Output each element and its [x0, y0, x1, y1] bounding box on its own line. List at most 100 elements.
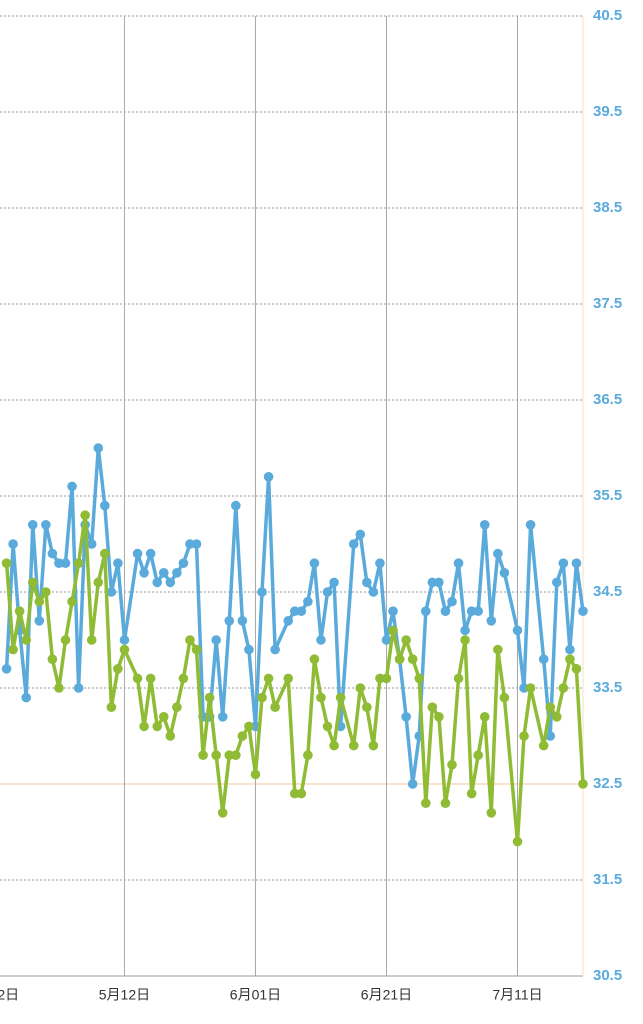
point: [479, 712, 490, 722]
point: [237, 731, 248, 741]
point: [551, 712, 562, 722]
point: [316, 635, 326, 645]
point: [303, 750, 313, 760]
point: [172, 702, 182, 712]
point: [106, 587, 117, 597]
y-tick-label: 36.5: [593, 391, 622, 408]
point: [21, 692, 32, 703]
point: [440, 606, 451, 616]
x-tick-label: 5月12日: [99, 987, 150, 1003]
point: [473, 606, 483, 616]
y-tick-label: 34.5: [593, 583, 622, 600]
point: [198, 750, 208, 760]
point: [420, 606, 431, 616]
y-tick-label: 33.5: [593, 679, 622, 696]
point: [191, 539, 202, 549]
point: [119, 644, 130, 655]
point: [139, 568, 149, 578]
point: [263, 673, 274, 684]
point: [132, 548, 143, 559]
point: [368, 740, 379, 751]
point: [434, 712, 444, 722]
point: [100, 500, 110, 511]
x-tick-label: 6月21日: [361, 987, 412, 1003]
point: [41, 520, 51, 530]
point: [551, 577, 562, 588]
point: [34, 616, 45, 626]
series-line: [4, 513, 585, 844]
point: [93, 443, 104, 453]
point: [493, 548, 503, 559]
point: [60, 635, 71, 645]
point: [381, 673, 392, 684]
point: [231, 750, 241, 760]
point: [86, 539, 97, 549]
point: [525, 520, 536, 530]
point: [407, 779, 418, 789]
point: [204, 692, 215, 703]
point: [362, 702, 372, 712]
point: [558, 558, 569, 568]
point: [479, 520, 490, 530]
point: [362, 577, 372, 588]
point: [244, 644, 254, 655]
point: [165, 577, 176, 588]
point: [86, 635, 97, 645]
point: [427, 702, 438, 712]
point: [309, 654, 320, 664]
x-tick-label: 6月01日: [230, 987, 281, 1003]
point: [145, 548, 156, 559]
point: [486, 808, 497, 818]
point: [211, 635, 221, 645]
point: [283, 673, 294, 684]
point: [113, 664, 123, 674]
point: [538, 740, 549, 751]
x-tick-label: 4月22日: [0, 987, 19, 1003]
point: [73, 683, 84, 693]
y-tick-label: 32.5: [593, 775, 622, 792]
point: [185, 635, 195, 645]
point: [499, 692, 510, 703]
point: [512, 625, 523, 636]
point: [401, 635, 411, 645]
point: [460, 625, 470, 636]
point: [512, 836, 523, 847]
point: [335, 692, 346, 703]
point: [460, 635, 470, 645]
point: [545, 702, 556, 712]
point: [47, 548, 58, 559]
point: [322, 587, 333, 597]
point: [578, 606, 588, 616]
point: [473, 750, 483, 760]
point: [401, 712, 411, 722]
point: [375, 558, 385, 568]
point: [329, 740, 339, 751]
point: [67, 596, 77, 607]
point: [538, 654, 549, 664]
y-tick-label: 37.5: [593, 295, 622, 312]
point: [329, 577, 339, 588]
y-tick-label: 35.5: [593, 487, 622, 504]
point: [113, 558, 123, 568]
point: [420, 798, 431, 808]
point: [270, 702, 280, 712]
point: [1, 664, 12, 674]
point: [466, 788, 477, 799]
point: [158, 712, 169, 722]
point: [381, 635, 392, 645]
point: [447, 760, 457, 770]
point: [394, 654, 405, 664]
point: [119, 635, 130, 645]
point: [152, 721, 163, 732]
point: [165, 731, 176, 741]
point: [257, 692, 267, 703]
point: [525, 683, 536, 693]
point: [545, 731, 556, 741]
point: [244, 721, 254, 732]
point: [172, 568, 182, 578]
point: [447, 596, 457, 607]
x-tick-label: 7月11日: [492, 987, 542, 1003]
point: [434, 577, 444, 588]
